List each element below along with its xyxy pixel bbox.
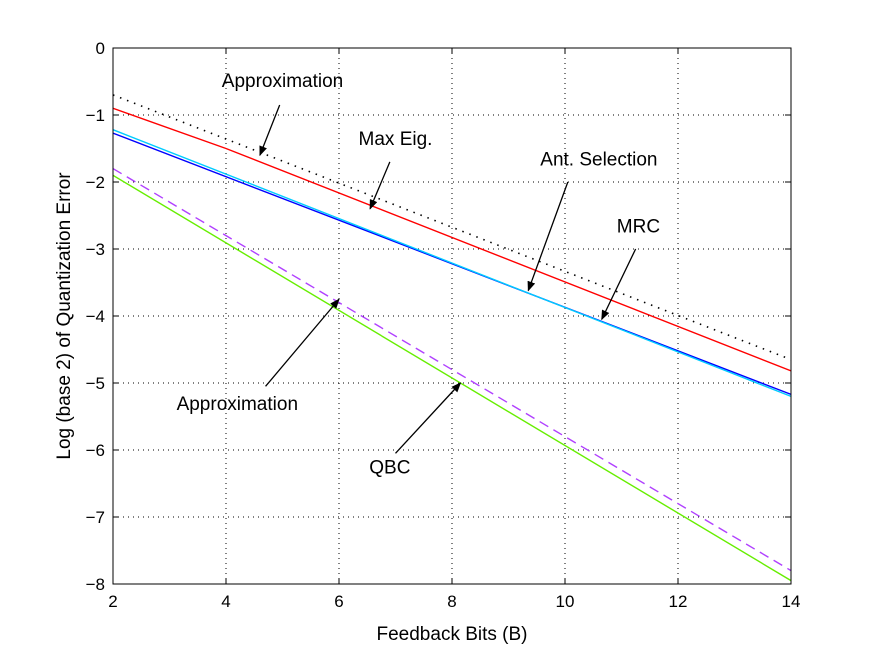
y-axis-label: Log (base 2) of Quantization Error bbox=[54, 172, 75, 460]
series-line-2 bbox=[113, 107, 791, 372]
annotation-label-3: Ant. Selection bbox=[540, 149, 657, 170]
annotation-arrow-1 bbox=[259, 104, 281, 157]
annotations: Approximation Max Eig. Ant. Selection MRC Ap… bbox=[177, 71, 661, 479]
y-tick-label: −7 bbox=[86, 508, 105, 527]
annotation-arrow-3 bbox=[527, 181, 569, 292]
ticks: 2 4 6 8 10 12 14 0 −1 −2 −3 −4 −5 −6 −7 −8 bbox=[86, 39, 801, 611]
y-tick-label: −3 bbox=[86, 240, 105, 259]
y-tick-label: −1 bbox=[86, 106, 105, 125]
annotation-label-5: Approximation bbox=[177, 394, 298, 415]
x-tick-label: 10 bbox=[556, 592, 575, 611]
y-tick-label: −5 bbox=[86, 374, 105, 393]
annotation-arrow-5 bbox=[265, 298, 340, 387]
series-line-1 bbox=[113, 94, 791, 361]
y-tick-label: 0 bbox=[96, 39, 105, 58]
x-tick-label: 4 bbox=[221, 592, 230, 611]
annotation-label-4: MRC bbox=[617, 216, 660, 237]
annotation-label-6: QBC bbox=[369, 457, 410, 478]
annotation-arrow-2 bbox=[369, 161, 391, 210]
series-group bbox=[113, 94, 791, 582]
y-tick-label: −4 bbox=[86, 307, 105, 326]
annotation-label-1: Approximation bbox=[222, 71, 343, 92]
x-tick-label: 12 bbox=[669, 592, 688, 611]
x-axis-label: Feedback Bits (B) bbox=[377, 624, 528, 645]
annotation-arrow-6 bbox=[395, 382, 462, 454]
annotation-arrow-4 bbox=[601, 248, 637, 321]
y-tick-label: −8 bbox=[86, 575, 105, 594]
grid bbox=[113, 48, 791, 584]
x-tick-label: 14 bbox=[782, 592, 801, 611]
x-tick-label: 2 bbox=[108, 592, 117, 611]
series-line-4 bbox=[113, 129, 791, 398]
series-line-5 bbox=[113, 167, 791, 572]
y-tick-label: −2 bbox=[86, 173, 105, 192]
x-tick-label: 8 bbox=[447, 592, 456, 611]
annotation-label-2: Max Eig. bbox=[359, 129, 433, 150]
y-tick-label: −6 bbox=[86, 441, 105, 460]
x-tick-label: 6 bbox=[334, 592, 343, 611]
series-line-6 bbox=[113, 174, 791, 582]
